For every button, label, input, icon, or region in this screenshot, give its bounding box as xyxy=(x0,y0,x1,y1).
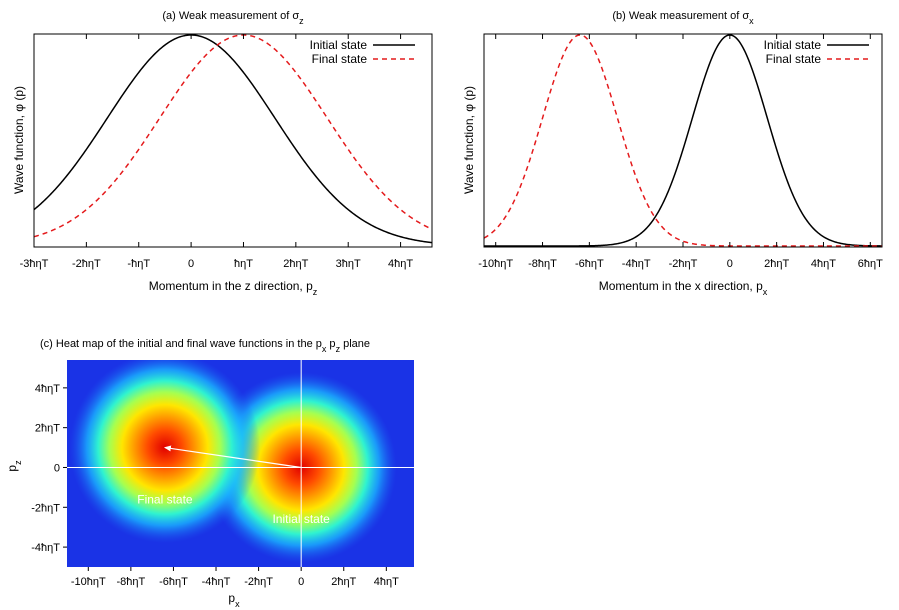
series-line-initial xyxy=(484,34,882,247)
panel-a-ylabel: Wave function, φ (p) xyxy=(12,86,26,194)
panel-a-title: (a) Weak measurement of σz xyxy=(162,10,304,26)
x-tick-label: 6ħηT xyxy=(858,258,883,270)
panel-b-xlabel: Momentum in the x direction, px xyxy=(599,279,768,297)
x-tick-label: -4ħηT xyxy=(202,576,231,588)
x-tick-label: -3ħηT xyxy=(20,258,49,270)
panel-a-frame xyxy=(33,33,433,248)
series-line-final xyxy=(34,34,432,238)
panel-a-plot xyxy=(34,34,432,244)
x-tick-label: ħηT xyxy=(234,258,253,270)
x-tick-label: 2ħηT xyxy=(764,258,789,270)
annotation-initial: Initial state xyxy=(272,512,330,526)
panel-b-ylabel: Wave function, φ (p) xyxy=(462,86,476,194)
panel-c: (c) Heat map of the initial and final wa… xyxy=(5,338,414,609)
x-tick-label: 4ħηT xyxy=(388,258,413,270)
x-tick-label: -6ħηT xyxy=(575,258,604,270)
y-tick-label: -2ħηT xyxy=(31,502,60,514)
panel-c-title: (c) Heat map of the initial and final wa… xyxy=(40,338,370,354)
panel-b-frame xyxy=(483,33,883,248)
x-tick-label: -2ħηT xyxy=(72,258,101,270)
panel-b-legend: Initial state Final state xyxy=(764,38,869,66)
x-tick-label: 0 xyxy=(298,576,304,588)
legend-a-initial: Initial state xyxy=(310,38,368,52)
x-tick-label: -8ħηT xyxy=(116,576,145,588)
panel-a: (a) Weak measurement of σz -3ħηT -2ħηT -ħη… xyxy=(12,10,433,297)
x-tick-label: 0 xyxy=(188,258,194,270)
panel-b-title: (b) Weak measurement of σx xyxy=(612,10,754,26)
panel-c-plot: Final state Initial state xyxy=(67,360,414,567)
series-line-final xyxy=(484,34,882,247)
panel-a-x-ticks: -3ħηT -2ħηT -ħηT 0 ħηT 2ħηT 3ħηT 4ħηT xyxy=(20,34,413,270)
x-tick-label: 4ħηT xyxy=(811,258,836,270)
x-tick-label: 2ħηT xyxy=(283,258,308,270)
x-tick-label: -ħηT xyxy=(127,258,150,270)
x-tick-label: -2ħηT xyxy=(669,258,698,270)
x-tick-label: -4ħηT xyxy=(622,258,651,270)
legend-a-final: Final state xyxy=(312,52,368,66)
x-tick-label: -8ħηT xyxy=(528,258,557,270)
panel-c-xlabel: px xyxy=(228,591,240,609)
panel-a-xlabel: Momentum in the z direction, pz xyxy=(149,279,318,297)
annotation-final: Final state xyxy=(137,492,193,506)
x-tick-label: -10ħηT xyxy=(478,258,513,270)
x-tick-label: -10ħηT xyxy=(71,576,106,588)
x-tick-label: -6ħηT xyxy=(159,576,188,588)
legend-b-initial: Initial state xyxy=(764,38,822,52)
panel-b: (b) Weak measurement of σx -10ħηT -8ħηT -6… xyxy=(462,10,883,297)
y-tick-label: -4ħηT xyxy=(31,542,60,554)
x-tick-label: 0 xyxy=(727,258,733,270)
panel-a-legend: Initial state Final state xyxy=(310,38,415,66)
legend-b-final: Final state xyxy=(766,52,822,66)
heatmap-blob-final xyxy=(69,360,261,543)
y-tick-label: 0 xyxy=(54,462,60,474)
x-tick-label: -2ħηT xyxy=(244,576,273,588)
panel-c-ticks: -10ħηT -8ħηT -6ħηT -4ħηT -2ħηT 0 2ħηT 4ħηT 4ħηT 2… xyxy=(31,383,399,588)
panel-c-ylabel: pz xyxy=(5,460,23,472)
series-line-initial xyxy=(34,34,432,244)
y-tick-label: 4ħηT xyxy=(35,383,60,395)
shift-arrow xyxy=(163,445,302,469)
panel-b-plot xyxy=(484,34,882,247)
y-tick-label: 2ħηT xyxy=(35,423,60,435)
x-tick-label: 4ħηT xyxy=(374,576,399,588)
x-tick-label: 2ħηT xyxy=(331,576,356,588)
x-tick-label: 3ħηT xyxy=(336,258,361,270)
panel-b-x-ticks: -10ħηT -8ħηT -6ħηT -4ħηT -2ħηT 0 2ħηT 4ħηT 6ħηT xyxy=(478,34,883,270)
